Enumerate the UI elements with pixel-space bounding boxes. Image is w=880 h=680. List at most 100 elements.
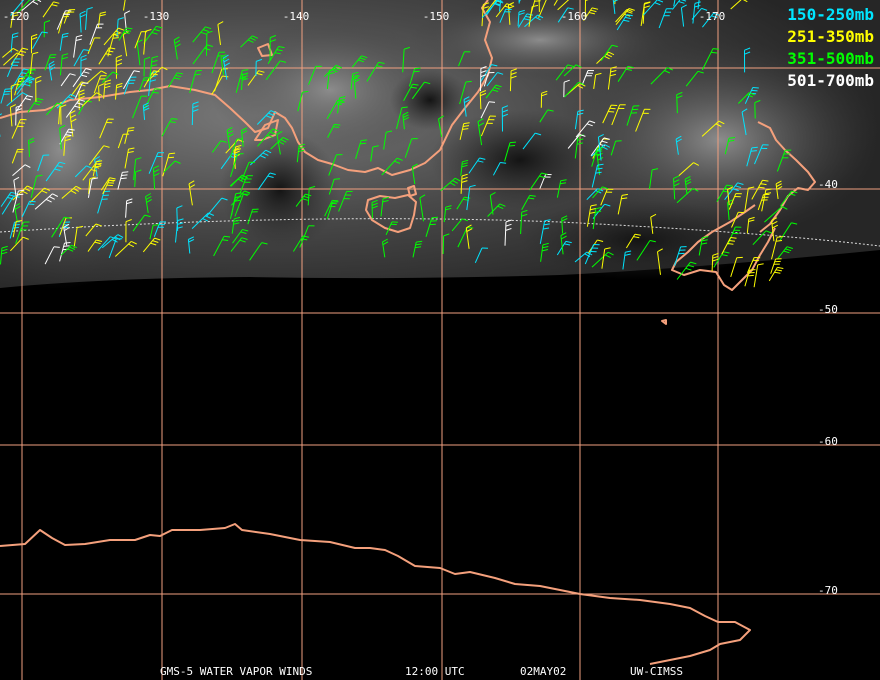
wind-barb-flag (83, 49, 90, 51)
longitude-label: -160 (560, 10, 588, 23)
wind-barb-flag (578, 81, 585, 86)
wind-barb-flag (78, 95, 85, 99)
wind-barb-flag (120, 177, 127, 180)
wind-barb-flag (701, 239, 708, 242)
wind-barb-flag (175, 75, 182, 77)
wind-barb-flag (490, 191, 496, 196)
wind-barb-flag (189, 184, 196, 189)
wind-barb-flag (543, 227, 550, 230)
wind-barb-flag (382, 196, 390, 200)
wind-barb-flag (414, 67, 421, 70)
wind-barb-flag (24, 164, 31, 168)
wind-barb-flag (206, 44, 213, 47)
wind-barb-flag (53, 246, 60, 248)
wind-barb-flag (151, 64, 158, 67)
wind-barb-flag (270, 39, 276, 43)
wind-barb-flag (116, 85, 123, 89)
wind-barb (752, 230, 767, 246)
wind-barb-flag (154, 88, 161, 90)
wind-barb (730, 257, 738, 278)
wind-barb-flag (676, 95, 683, 99)
wind-barb-flag (748, 219, 755, 222)
wind-barb-flag (270, 110, 277, 114)
wind-barb-flag (247, 39, 254, 43)
wind-barb-flag (462, 218, 469, 222)
wind-barb-flag (235, 144, 242, 148)
wind-barb-flag (721, 254, 728, 257)
wind-barb-flag (331, 68, 338, 73)
wind-barb-flag (579, 134, 586, 137)
wind-barb-flag (220, 140, 227, 143)
wind-barb-flag (176, 205, 183, 209)
wind-barb-flag (749, 269, 756, 271)
wind-barb-flag (63, 223, 70, 228)
wind-barb-flag (518, 9, 525, 13)
wind-barb (240, 162, 250, 182)
wind-barb-flag (298, 149, 305, 153)
wind-barb-flag (309, 185, 316, 189)
wind-barb-flag (109, 177, 116, 180)
wind-barb-flag (81, 74, 88, 78)
wind-barb-flag (483, 2, 490, 5)
wind-barb-flag (597, 163, 604, 166)
wind-barb-flag (605, 254, 611, 259)
wind-barb-flag (205, 215, 212, 219)
wind-barb-flag (565, 240, 572, 244)
wind-barb-flag (21, 72, 28, 75)
wind-barb-flag (352, 74, 359, 78)
wind-barb-flag (12, 47, 19, 52)
wind-barb-flag (146, 198, 152, 203)
wind-barb-flag (479, 157, 486, 160)
wind-barb-flag (99, 14, 106, 17)
water-vapor-imagery (0, 0, 880, 290)
wind-barb-flag (412, 83, 419, 86)
wind-barb-flag (694, 1, 701, 4)
wind-barb-flag (32, 51, 39, 55)
wind-barb-flag (328, 71, 335, 75)
wind-barb-flag (177, 222, 184, 225)
wind-barb-flag (70, 93, 77, 98)
wind-barb-flag (278, 141, 285, 145)
wind-barb (680, 7, 685, 27)
wind-barb-flag (469, 184, 476, 188)
wind-barb-flag (692, 187, 699, 192)
wind-barb-flag (177, 218, 184, 221)
wind-barb-flag (690, 261, 697, 265)
wind-barb (563, 64, 577, 77)
wind-barb (87, 37, 95, 54)
wind-barb-flag (235, 192, 242, 195)
wind-barb-flag (65, 134, 72, 137)
wind-barb-flag (505, 228, 512, 231)
wind-barb-flag (221, 197, 228, 201)
wind-barb (2, 48, 14, 58)
wind-barb (438, 118, 443, 137)
wind-barb-flag (222, 239, 229, 241)
wind-barb (87, 178, 93, 198)
wind-barb-flag (789, 193, 796, 196)
wind-barb-flag (169, 121, 176, 123)
wind-barb-flag (496, 0, 503, 2)
wind-barb (122, 34, 128, 57)
wind-barb-flag (62, 35, 69, 38)
wind-barb-flag (542, 242, 549, 246)
wind-barb-flag (728, 137, 736, 139)
wind-barb (98, 86, 100, 102)
wind-barb-flag (461, 180, 468, 183)
wind-barb-flag (467, 227, 474, 229)
wind-barb-flag (156, 25, 163, 29)
wind-barb-flag (161, 66, 168, 71)
wind-barb-flag (188, 236, 195, 240)
wind-barb (615, 9, 628, 23)
wind-barb-flag (127, 151, 134, 154)
wind-barb-flag (261, 242, 268, 245)
wind-barb (522, 132, 536, 150)
wind-barb-flag (116, 55, 122, 59)
wind-barb-flag (675, 135, 682, 140)
wind-barb (404, 138, 413, 158)
wind-barb (640, 3, 645, 26)
wind-barb-flag (75, 185, 82, 190)
wind-barb-flag (1, 245, 8, 249)
wind-barb (483, 72, 489, 87)
wind-barb-flag (751, 146, 758, 149)
wind-barb-flag (424, 81, 431, 85)
